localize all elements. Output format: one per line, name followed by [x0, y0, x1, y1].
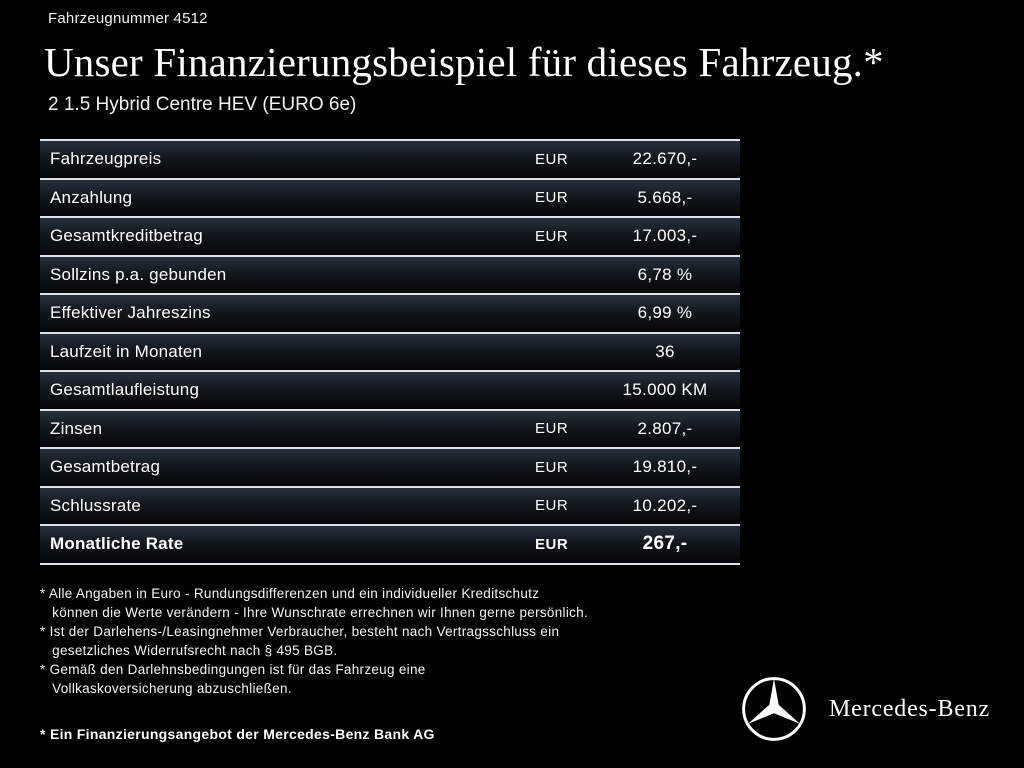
table-row: Gesamtlaufleistung 15.000 KM [40, 370, 740, 409]
table-row-monthly-rate: Monatliche Rate EUR 267,- [40, 524, 740, 563]
table-row: Gesamtkreditbetrag EUR 17.003,- [40, 216, 740, 255]
row-value: 6,78 % [637, 264, 693, 284]
page-title: Unser Finanzierungsbeispiel für dieses F… [44, 39, 884, 85]
table-row: Fahrzeugpreis EUR 22.670,- [40, 139, 740, 178]
row-value: 5.668,- [637, 187, 693, 207]
mercedes-star-icon [742, 677, 806, 741]
vehicle-model-subtitle: 2 1.5 Hybrid Centre HEV (EURO 6e) [48, 94, 357, 115]
row-value: 267,- [642, 533, 688, 555]
offer-note: * Ein Finanzierungsangebot der Mercedes-… [40, 726, 435, 742]
vehicle-number: Fahrzeugnummer 4512 [48, 10, 208, 27]
row-label: Schlussrate [50, 495, 142, 515]
row-currency: EUR [535, 497, 569, 515]
row-currency: EUR [535, 458, 569, 476]
row-label: Sollzins p.a. gebunden [50, 264, 227, 284]
table-row: Gesamtbetrag EUR 19.810,- [40, 447, 740, 486]
table-row: Anzahlung EUR 5.668,- [40, 177, 740, 216]
row-value: 22.670,- [632, 149, 698, 169]
footnote-withdrawal-right: * Ist der Darlehens-/Leasingnehmer Verbr… [40, 624, 560, 658]
footnote-insurance: * Gemäß den Darlehnsbedingungen ist für … [40, 662, 426, 696]
row-label: Fahrzeugpreis [50, 149, 162, 169]
table-row: Zinsen EUR 2.807,- [40, 408, 740, 447]
row-value: 19.810,- [632, 457, 698, 477]
row-value: 17.003,- [632, 226, 698, 246]
row-value: 10.202,- [632, 495, 698, 515]
brand-block: Mercedes-Benz [741, 676, 990, 742]
row-label: Anzahlung [50, 187, 133, 207]
row-currency: EUR [535, 189, 569, 207]
row-label: Laufzeit in Monaten [50, 341, 203, 361]
row-label: Gesamtbetrag [50, 457, 161, 477]
row-value: 36 [655, 341, 675, 361]
table-row: Sollzins p.a. gebunden 6,78 % [40, 254, 740, 293]
table-row: Laufzeit in Monaten 36 [40, 331, 740, 370]
row-label: Zinsen [50, 418, 103, 438]
footnotes: * Alle Angaben in Euro - Rundungsdiffere… [40, 584, 760, 698]
row-currency: EUR [535, 535, 569, 553]
financing-table: Fahrzeugpreis EUR 22.670,- Anzahlung EUR… [40, 139, 740, 565]
table-row: Effektiver Jahreszins 6,99 % [40, 293, 740, 332]
row-label: Effektiver Jahreszins [50, 303, 211, 323]
footnote-rounding: * Alle Angaben in Euro - Rundungsdiffere… [40, 586, 589, 620]
row-currency: EUR [535, 227, 569, 245]
row-value: 2.807,- [637, 418, 693, 438]
row-value: 6,99 % [637, 303, 693, 323]
row-currency: EUR [535, 150, 569, 168]
row-label: Gesamtlaufleistung [50, 380, 200, 400]
table-row: Schlussrate EUR 10.202,- [40, 485, 740, 524]
row-currency: EUR [535, 420, 569, 438]
brand-name: Mercedes-Benz [829, 695, 990, 722]
row-value: 15.000 KM [622, 380, 708, 400]
row-label: Gesamtkreditbetrag [50, 226, 203, 246]
row-label: Monatliche Rate [50, 534, 184, 554]
